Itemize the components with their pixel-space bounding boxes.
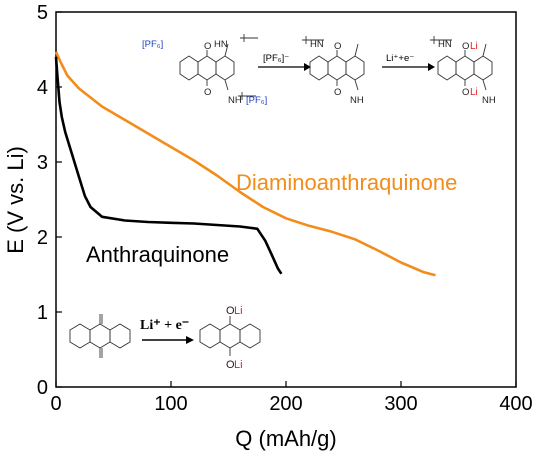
y-tick-label: 4	[37, 77, 48, 99]
series-line-anthraquinone	[54, 56, 283, 275]
axis-ticks: 0 100 200 300 400 0 1 2 3 4 5	[37, 2, 533, 415]
aq-molecule	[69, 314, 131, 358]
nh-label-2: NH	[350, 95, 364, 106]
svg-text:O: O	[334, 87, 341, 98]
x-tick-label: 300	[384, 393, 417, 415]
svg-text:O: O	[334, 41, 341, 52]
dap-molecule-lithiated	[430, 36, 493, 91]
x-tick-label: 100	[154, 393, 187, 415]
hn-label-3: HN	[438, 39, 452, 50]
aq-reaction-label: Li⁺ + e⁻	[140, 318, 189, 333]
series-label-diaminoanthraquinone: Diaminoanthraquinone	[236, 170, 457, 195]
aq-lithiated-molecule	[199, 316, 261, 356]
series-label-anthraquinone: Anthraquinone	[86, 242, 229, 267]
series-layer	[54, 51, 436, 277]
pf6-label-bottom: [PF₆]	[246, 95, 267, 106]
li-arrow-label: Li⁺+e⁻	[386, 53, 414, 64]
aq-li-top: Li	[234, 305, 243, 317]
hn-label-2: HN	[310, 39, 324, 50]
anthraquinone-scheme: Li⁺ + e⁻ O Li O Li	[69, 305, 261, 371]
aq-o-bottom: O	[226, 359, 235, 371]
pf6-arrow-label: [PF₆]⁻	[263, 53, 289, 64]
li-label-3-top: Li	[470, 41, 478, 52]
aq-o-top: O	[226, 305, 235, 317]
y-tick-label: 1	[37, 302, 48, 324]
aq-reaction-arrow-head	[186, 336, 194, 344]
svg-text:O: O	[204, 41, 211, 52]
reaction-arrow-2-head	[428, 63, 435, 71]
x-tick-label: 0	[50, 393, 61, 415]
nh-plus-label: NH	[228, 95, 242, 106]
series-line-diaminoanthraquinone	[54, 51, 436, 277]
dap-molecule-neutral: O O	[302, 36, 365, 98]
plot-frame	[55, 11, 517, 388]
y-tick-label: 5	[37, 2, 48, 24]
x-axis-title: Q (mAh/g)	[235, 426, 336, 451]
o-label-3-bottom: O	[462, 87, 469, 98]
nh-label-3: NH	[482, 95, 496, 106]
y-axis-title: E (V vs. Li)	[3, 146, 28, 254]
o-label-3-top: O	[462, 41, 469, 52]
reaction-arrow-1-head	[304, 63, 311, 71]
li-label-3-bottom: Li	[470, 87, 478, 98]
svg-text:O: O	[204, 87, 211, 98]
pf6-label-top: [PF₆]	[142, 39, 163, 50]
aq-li-bottom: Li	[234, 359, 243, 371]
y-tick-label: 2	[37, 227, 48, 249]
x-tick-label: 400	[499, 393, 532, 415]
x-tick-label: 200	[269, 393, 302, 415]
y-tick-label: 3	[37, 152, 48, 174]
y-tick-label: 0	[37, 377, 48, 399]
hn-plus-label: HN	[214, 39, 228, 50]
dap-molecule-salt: O O	[179, 34, 258, 100]
diaminoanthraquinone-scheme: O O HN [PF₆] NH [PF₆] [PF₆]⁻ O O	[142, 34, 496, 106]
